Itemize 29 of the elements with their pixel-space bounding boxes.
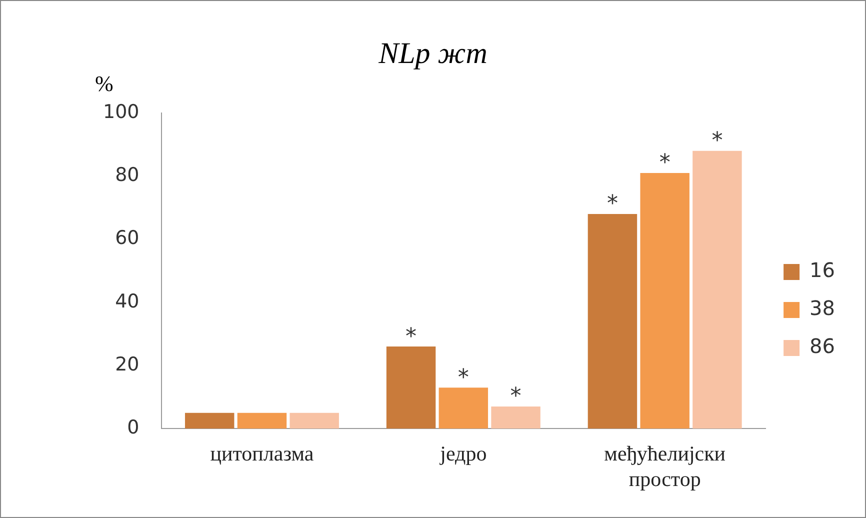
bar [290, 412, 339, 429]
chart-title: NLp жт [378, 37, 488, 71]
data-label: * [659, 150, 670, 176]
x-tick-label: једро [439, 442, 487, 466]
bar [438, 388, 488, 429]
y-axis-title: % [95, 71, 114, 97]
bar [491, 406, 540, 429]
bar [640, 172, 690, 429]
y-tick-label: 0 [127, 416, 140, 439]
bar [588, 214, 638, 429]
bar [184, 412, 234, 429]
data-label: * [712, 128, 723, 154]
legend-label: 38 [810, 296, 836, 320]
x-tick-label: међућелијски простор [604, 442, 726, 491]
data-label: * [606, 192, 618, 217]
legend-label: 86 [810, 334, 836, 358]
data-label: * [458, 365, 469, 390]
y-tick-label: 20 [115, 353, 140, 376]
x-tick-label: цитоплазма [210, 442, 314, 466]
bar [237, 412, 287, 429]
y-tick-label: 40 [115, 290, 140, 312]
y-tick-label: 80 [115, 164, 140, 186]
y-tick-label: 100 [103, 100, 140, 123]
bar [692, 150, 742, 429]
legend-label: 16 [810, 258, 836, 282]
data-label: * [406, 324, 417, 350]
data-label: * [510, 384, 522, 410]
y-tick-label: 60 [115, 227, 140, 250]
bar [386, 346, 436, 429]
